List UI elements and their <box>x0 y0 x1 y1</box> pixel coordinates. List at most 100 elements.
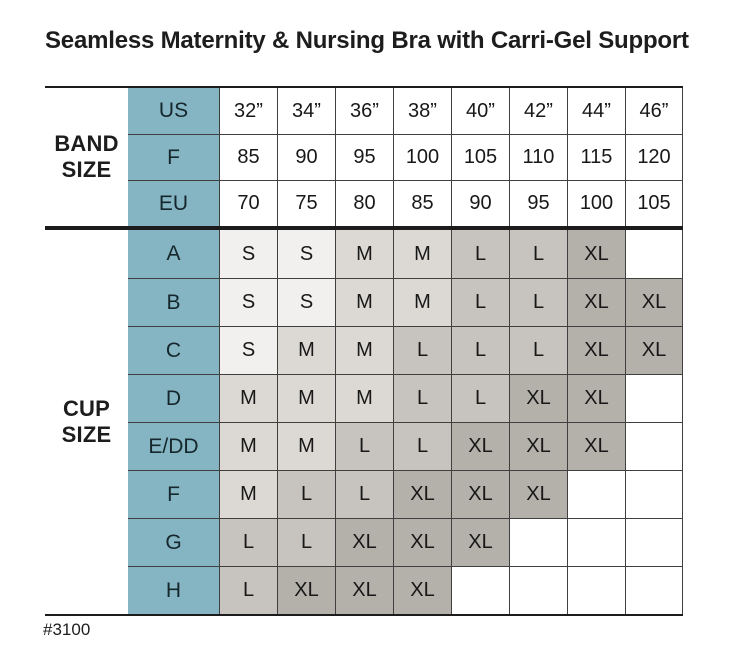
size-cell: M <box>335 327 393 374</box>
size-cell: L <box>509 279 567 326</box>
size-cell: L <box>509 230 567 278</box>
size-cell: 36” <box>335 88 393 134</box>
size-cell: 100 <box>567 181 625 226</box>
size-cell: XL <box>451 471 509 518</box>
size-cell <box>451 567 509 614</box>
table-row-cup-c: C S M M L L L XL XL <box>128 326 683 374</box>
size-cell: L <box>277 519 335 566</box>
cup-size-rows: A S S M M L L XL B S S M M L L XL XL <box>128 230 683 614</box>
size-cell: 85 <box>393 181 451 226</box>
row-header-cup-a: A <box>128 230 219 278</box>
size-cell: 40” <box>451 88 509 134</box>
size-cell: 105 <box>625 181 683 226</box>
table-row-eu: EU 70 75 80 85 90 95 100 105 <box>128 180 683 226</box>
row-header-cup-f: F <box>128 471 219 518</box>
table-row-cup-f: F M L L XL XL XL <box>128 470 683 518</box>
size-cell: 90 <box>277 135 335 180</box>
size-cell: XL <box>567 375 625 422</box>
size-cell: 115 <box>567 135 625 180</box>
size-cell <box>509 519 567 566</box>
size-cell <box>625 567 683 614</box>
size-cell <box>625 519 683 566</box>
size-cell: M <box>219 375 277 422</box>
table-row-cup-g: G L L XL XL XL <box>128 518 683 566</box>
size-cell <box>567 519 625 566</box>
size-cell: S <box>277 230 335 278</box>
size-cell <box>625 230 683 278</box>
size-cell: 80 <box>335 181 393 226</box>
size-cell <box>509 567 567 614</box>
page-title: Seamless Maternity & Nursing Bra with Ca… <box>45 27 689 54</box>
table-row-cup-a: A S S M M L L XL <box>128 230 683 278</box>
size-cell: 85 <box>219 135 277 180</box>
size-cell: XL <box>625 327 683 374</box>
size-cell: XL <box>567 327 625 374</box>
size-cell: XL <box>567 279 625 326</box>
size-cell: XL <box>567 230 625 278</box>
row-header-eu: EU <box>128 181 219 226</box>
size-cell: L <box>393 423 451 470</box>
size-cell: M <box>393 230 451 278</box>
size-cell: L <box>277 471 335 518</box>
table-row-f: F 85 90 95 100 105 110 115 120 <box>128 134 683 180</box>
size-cell: M <box>335 375 393 422</box>
size-cell: L <box>393 375 451 422</box>
size-cell: L <box>451 327 509 374</box>
size-cell: XL <box>393 567 451 614</box>
size-cell: L <box>451 230 509 278</box>
size-cell: 38” <box>393 88 451 134</box>
size-cell: 120 <box>625 135 683 180</box>
table-row-us: US 32” 34” 36” 38” 40” 42” 44” 46” <box>128 88 683 134</box>
size-cell: XL <box>393 519 451 566</box>
size-cell: L <box>219 519 277 566</box>
size-cell: XL <box>567 423 625 470</box>
size-cell: 70 <box>219 181 277 226</box>
size-cell: 34” <box>277 88 335 134</box>
size-cell: 100 <box>393 135 451 180</box>
row-header-cup-g: G <box>128 519 219 566</box>
cup-size-section: CUP SIZE A S S M M L L XL B S S M M L L <box>45 230 683 614</box>
size-cell: XL <box>509 375 567 422</box>
band-size-section: BAND SIZE US 32” 34” 36” 38” 40” 42” 44”… <box>45 88 683 226</box>
row-header-f: F <box>128 135 219 180</box>
size-cell: M <box>277 375 335 422</box>
size-cell: M <box>219 471 277 518</box>
size-cell: XL <box>277 567 335 614</box>
row-header-cup-d: D <box>128 375 219 422</box>
size-cell: L <box>393 327 451 374</box>
size-cell: L <box>509 327 567 374</box>
size-cell: L <box>219 567 277 614</box>
size-cell: M <box>393 279 451 326</box>
size-cell <box>625 375 683 422</box>
size-cell: S <box>219 327 277 374</box>
size-cell: 46” <box>625 88 683 134</box>
size-cell: M <box>335 230 393 278</box>
table-row-cup-h: H L XL XL XL <box>128 566 683 614</box>
size-cell: 44” <box>567 88 625 134</box>
row-header-us: US <box>128 88 219 134</box>
band-size-label: BAND SIZE <box>54 131 119 182</box>
size-chart-table: BAND SIZE US 32” 34” 36” 38” 40” 42” 44”… <box>45 86 683 616</box>
size-cell: 95 <box>509 181 567 226</box>
size-cell: 42” <box>509 88 567 134</box>
size-cell: S <box>277 279 335 326</box>
size-cell: 32” <box>219 88 277 134</box>
row-header-cup-h: H <box>128 567 219 614</box>
size-cell: M <box>277 423 335 470</box>
size-cell: S <box>219 230 277 278</box>
size-cell: M <box>335 279 393 326</box>
table-row-cup-d: D M M M L L XL XL <box>128 374 683 422</box>
size-cell: XL <box>625 279 683 326</box>
size-cell <box>567 567 625 614</box>
size-cell: 75 <box>277 181 335 226</box>
size-cell: M <box>277 327 335 374</box>
style-number: #3100 <box>43 620 91 639</box>
size-cell: 110 <box>509 135 567 180</box>
row-header-cup-c: C <box>128 327 219 374</box>
size-cell: XL <box>451 519 509 566</box>
size-cell <box>625 471 683 518</box>
size-cell: L <box>335 471 393 518</box>
band-size-rows: US 32” 34” 36” 38” 40” 42” 44” 46” F 85 … <box>128 88 683 226</box>
size-cell <box>567 471 625 518</box>
size-cell: L <box>335 423 393 470</box>
